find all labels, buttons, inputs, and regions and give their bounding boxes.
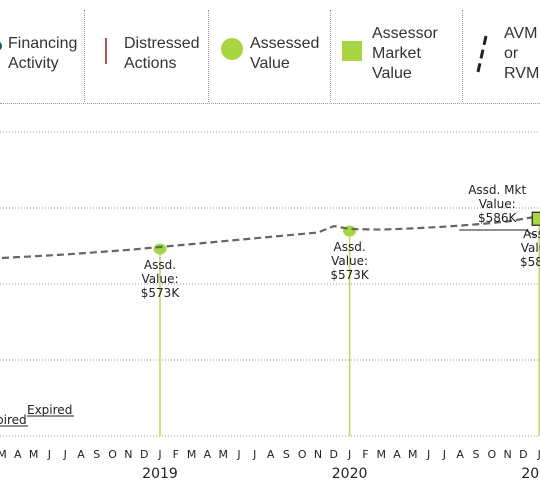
month-tick-label: M — [408, 448, 418, 461]
month-tick-label: S — [473, 448, 480, 461]
month-tick-label: F — [173, 448, 179, 461]
legend-label-financing: Financing Activity — [8, 35, 78, 72]
legend-item-market: Assessor Market Value — [336, 10, 456, 102]
legend-separator — [330, 10, 331, 102]
legend-item-assessed: Assessed Value — [214, 10, 328, 102]
legend-label-distressed: Distressed Actions — [124, 35, 200, 72]
assessed-value-label: $586K — [520, 255, 540, 269]
dashed-line-icon — [476, 35, 488, 73]
month-tick-label: M — [29, 448, 39, 461]
green-square-icon — [342, 41, 362, 61]
year-label: 2021 — [521, 466, 540, 482]
legend-item-avm: AVM or RVM — [470, 10, 540, 102]
legend-separator — [208, 10, 209, 102]
market-value-point — [531, 211, 540, 226]
x-axis: MAMJJASONDJFMAMJJASONDJFMAMJJASONDJFMAMJ… — [0, 448, 540, 482]
chart-legend: Financing Activity Distressed Actions As… — [0, 0, 540, 108]
year-label: 2019 — [142, 466, 178, 482]
month-tick-label: J — [157, 448, 161, 461]
legend-divider — [0, 103, 540, 104]
assessed-value-label: $573K — [330, 268, 370, 282]
expired-annotation: Expired — [27, 403, 72, 417]
month-tick-label: A — [77, 448, 85, 461]
green-circle-icon — [221, 38, 243, 60]
legend-label-assessed: Assessed Value — [250, 35, 320, 72]
month-tick-label: N — [503, 448, 511, 461]
market-value-label: $586K — [478, 211, 518, 225]
month-tick-label: S — [283, 448, 290, 461]
legend-label-market: Assessor Market Value — [372, 25, 438, 82]
expired-annotation-partial: pired — [0, 413, 27, 427]
legend-separator — [84, 10, 85, 102]
legend-item-financing: Financing Activity — [0, 10, 80, 102]
month-tick-label: J — [47, 448, 51, 461]
blue-dot-icon — [0, 42, 2, 50]
month-tick-label: D — [140, 448, 148, 461]
month-tick-label: M — [376, 448, 386, 461]
assessed-value-label: Assd. — [144, 258, 176, 272]
month-tick-label: M — [0, 448, 7, 461]
month-tick-label: A — [14, 448, 22, 461]
legend-label-avm: AVM or RVM — [504, 25, 540, 82]
assessed-value-label: Value: — [331, 254, 368, 268]
year-label: 2020 — [332, 466, 368, 482]
month-tick-label: A — [393, 448, 401, 461]
month-tick-label: O — [108, 448, 117, 461]
legend-separator — [462, 10, 463, 102]
assessed-value-label: Value: — [521, 241, 540, 255]
assessed-value-label: Assd. — [334, 240, 366, 254]
month-tick-label: N — [124, 448, 132, 461]
chart-annotations: pired Expired — [0, 403, 74, 427]
property-value-chart: Assd.Value:$573KAssd.Value:$573KAssd.Val… — [0, 131, 540, 482]
month-tick-label: J — [252, 448, 256, 461]
month-tick-label: A — [267, 448, 275, 461]
month-tick-label: A — [204, 448, 212, 461]
assessed-value-label: Value: — [142, 272, 179, 286]
avm-series-line — [1, 214, 540, 260]
month-tick-label: J — [537, 448, 540, 461]
month-tick-label: M — [187, 448, 197, 461]
month-tick-label: F — [362, 448, 368, 461]
month-tick-label: J — [442, 448, 446, 461]
month-tick-label: A — [456, 448, 464, 461]
month-tick-label: J — [63, 448, 67, 461]
month-tick-label: M — [218, 448, 228, 461]
month-tick-label: O — [487, 448, 496, 461]
assessed-value-point — [153, 243, 167, 255]
assessed-value-label: $573K — [141, 286, 181, 300]
month-tick-label: D — [519, 448, 527, 461]
month-tick-label: D — [330, 448, 338, 461]
chart-grid — [0, 131, 540, 437]
market-value-label: Assd. Mkt — [468, 183, 526, 197]
market-value-label: Value: — [479, 197, 516, 211]
month-tick-label: J — [426, 448, 430, 461]
month-tick-label: S — [93, 448, 100, 461]
assessed-value-markers: Assd.Value:$573KAssd.Value:$573KAssd.Val… — [141, 212, 540, 436]
market-leader-arrow — [524, 229, 536, 237]
red-line-icon — [105, 38, 107, 64]
month-tick-label: N — [314, 448, 322, 461]
month-tick-label: J — [236, 448, 240, 461]
month-tick-label: J — [347, 448, 351, 461]
month-tick-label: O — [298, 448, 307, 461]
legend-item-distressed: Distressed Actions — [94, 10, 206, 102]
